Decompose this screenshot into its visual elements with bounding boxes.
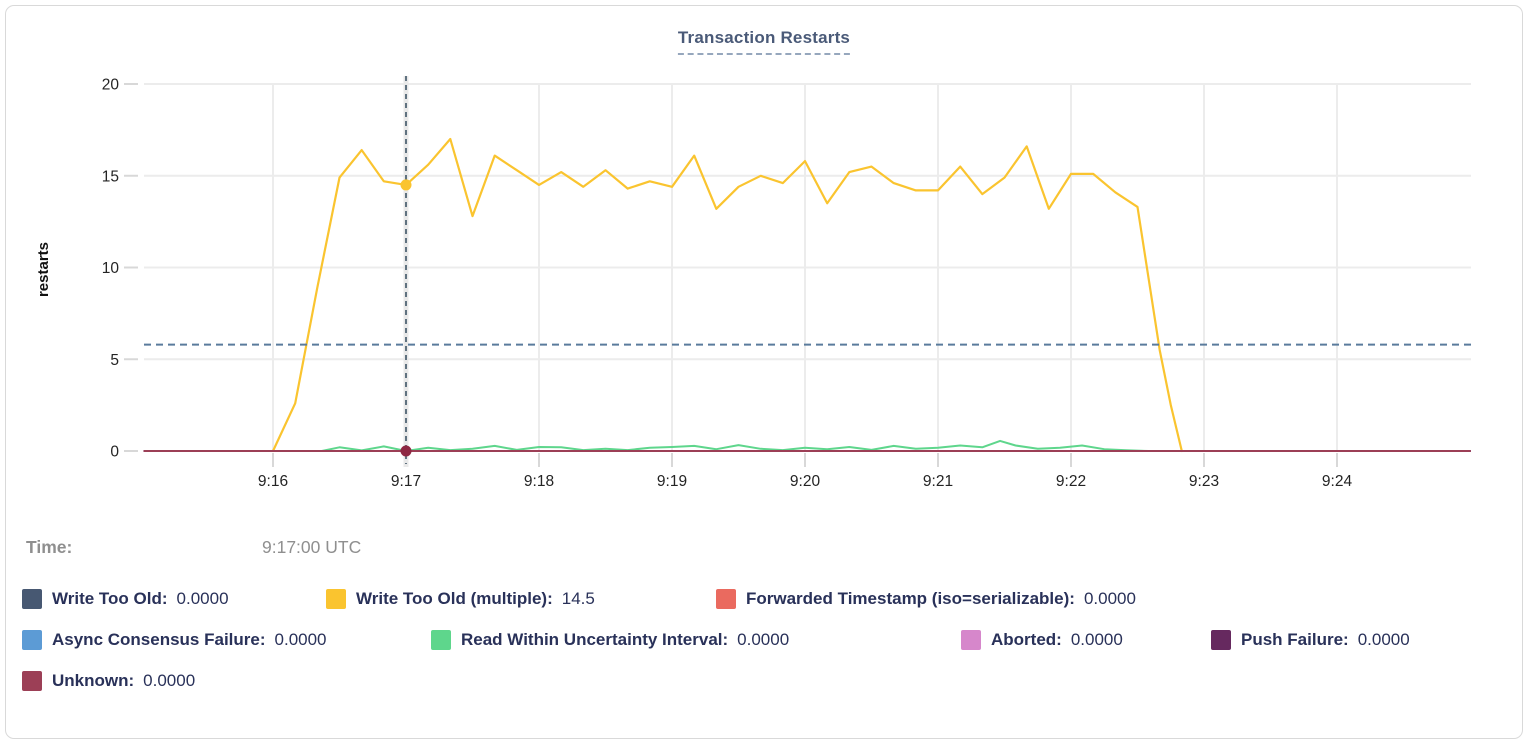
legend-color-swatch <box>22 630 42 650</box>
legend-row: Async Consensus Failure: 0.0000 Read Withi… <box>22 630 1512 650</box>
legend-item-push-failure[interactable]: Push Failure: 0.0000 <box>1211 630 1410 650</box>
legend-value: 0.0000 <box>1357 630 1410 649</box>
y-tick-label: 5 <box>110 352 119 369</box>
legend-item-aborted[interactable]: Aborted: 0.0000 <box>961 630 1211 650</box>
crosshair-dot-unknown <box>400 445 412 457</box>
legend-label: Write Too Old: <box>52 589 168 608</box>
legend-row: Write Too Old: 0.0000 Write Too Old (multi… <box>22 589 1512 609</box>
x-tick-label: 9:17 <box>391 473 421 490</box>
legend-item-write-too-old-multiple[interactable]: Write Too Old (multiple): 14.5 <box>326 589 716 609</box>
y-axis-label: restarts <box>35 242 52 297</box>
legend-label: Aborted: <box>991 630 1062 649</box>
legend-color-swatch <box>716 589 736 609</box>
y-tick-label: 20 <box>102 77 120 94</box>
legend-value: 14.5 <box>561 589 595 608</box>
x-tick-label: 9:23 <box>1189 473 1219 490</box>
hover-time-row: Time: 9:17:00 UTC <box>26 537 361 558</box>
legend-color-swatch <box>961 630 981 650</box>
chart-legend: Write Too Old: 0.0000 Write Too Old (multi… <box>22 589 1512 712</box>
legend-color-swatch <box>22 671 42 691</box>
x-tick-label: 9:18 <box>524 473 554 490</box>
x-tick-label: 9:20 <box>790 473 821 490</box>
y-tick-label: 15 <box>102 168 119 185</box>
legend-label: Async Consensus Failure: <box>52 630 266 649</box>
crosshair-dot-write-too-old-multiple- <box>400 179 412 191</box>
hover-time-label: Time: <box>26 537 73 557</box>
y-tick-label: 10 <box>102 260 120 277</box>
legend-color-swatch <box>1211 630 1231 650</box>
legend-value: 0.0000 <box>274 630 327 649</box>
legend-item-async-consensus-failure[interactable]: Async Consensus Failure: 0.0000 <box>22 630 431 650</box>
legend-value: 0.0000 <box>737 630 790 649</box>
legend-label: Unknown: <box>52 671 135 690</box>
x-tick-label: 9:19 <box>657 473 687 490</box>
legend-row: Unknown: 0.0000 <box>22 671 1512 691</box>
legend-label: Write Too Old (multiple): <box>356 589 553 608</box>
x-tick-label: 9:21 <box>923 473 953 490</box>
legend-item-write-too-old[interactable]: Write Too Old: 0.0000 <box>22 589 326 609</box>
y-tick-label: 0 <box>110 444 119 461</box>
legend-value: 0.0000 <box>1083 589 1136 608</box>
crosshair-band <box>403 76 409 467</box>
legend-color-swatch <box>22 589 42 609</box>
series-line-write-too-old-multiple- <box>271 137 1183 453</box>
x-tick-label: 9:24 <box>1322 473 1353 490</box>
legend-label: Forwarded Timestamp (iso=serializable): <box>746 589 1075 608</box>
x-tick-label: 9:16 <box>258 473 288 490</box>
legend-color-swatch <box>326 589 346 609</box>
legend-label: Push Failure: <box>1241 630 1349 649</box>
legend-item-forwarded-timestamp-iso-serializable[interactable]: Forwarded Timestamp (iso=serializable): 0… <box>716 589 1136 609</box>
chart-card: Transaction Restarts 0 5 10 15 20 9:16 9:17 9:1… <box>5 5 1523 739</box>
legend-item-unknown[interactable]: Unknown: 0.0000 <box>22 671 195 691</box>
legend-color-swatch <box>431 630 451 650</box>
chart-canvas[interactable]: 0 5 10 15 20 9:16 9:17 9:18 9:19 9:20 9:21 9:22 9:23… <box>6 6 1524 522</box>
legend-item-read-within-uncertainty-interval[interactable]: Read Within Uncertainty Interval: 0.0000 <box>431 630 961 650</box>
legend-value: 0.0000 <box>176 589 229 608</box>
legend-label: Read Within Uncertainty Interval: <box>461 630 729 649</box>
chart-title: Transaction Restarts <box>677 28 851 55</box>
hover-time-value: 9:17:00 UTC <box>262 537 362 557</box>
x-tick-label: 9:22 <box>1056 473 1086 490</box>
series-line-read-within-uncertainty-interval <box>320 439 1150 452</box>
legend-value: 0.0000 <box>1070 630 1123 649</box>
legend-value: 0.0000 <box>143 671 196 690</box>
